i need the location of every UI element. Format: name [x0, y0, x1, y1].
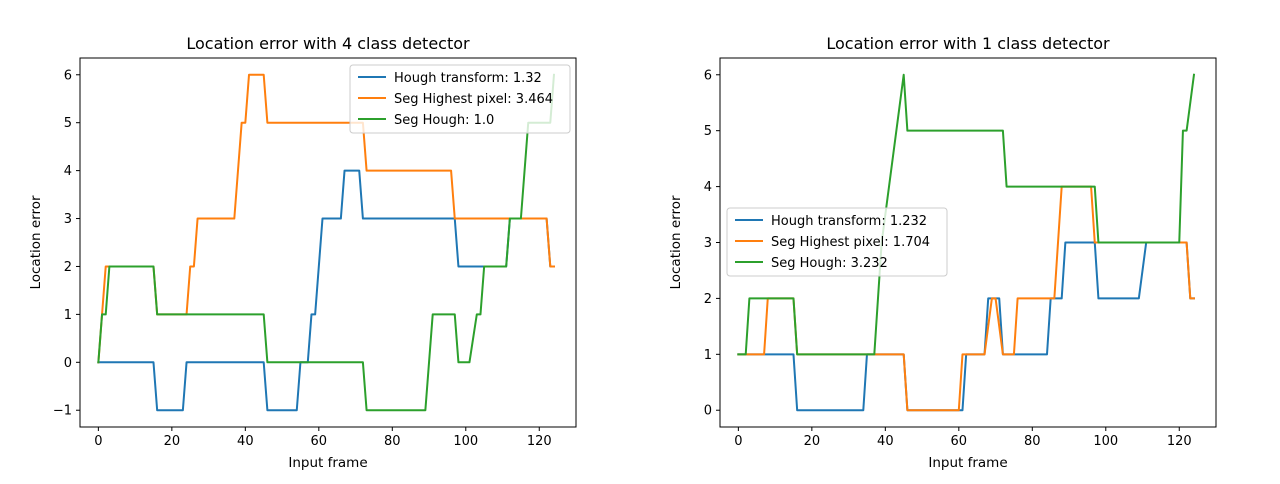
y-tick-label: −1: [53, 404, 72, 419]
series-group: [97, 73, 556, 412]
legend-box: [349, 64, 571, 134]
legend: Hough transform: 1.32 Seg Highest pixel: …: [349, 64, 571, 134]
legend-label-2: Seg Highest pixel: 1.704: [771, 235, 930, 250]
y-tick-label: 2: [64, 260, 72, 275]
x-tick-label: 40: [877, 434, 894, 449]
y-tick-label: 2: [704, 292, 712, 307]
y-axis-label: Location error: [28, 195, 44, 290]
x-tick-label: 20: [164, 434, 181, 449]
chart-panel-2: 0 20 40 60 80 100 120 0 1 2 3 4 5 6 Location error wit…: [668, 34, 1217, 471]
chart-title: Location error with 1 class detector: [826, 34, 1110, 53]
x-tick-label: 120: [1167, 434, 1192, 449]
x-tick-label: 0: [734, 434, 742, 449]
legend-label-3: Seg Hough: 1.0: [394, 113, 494, 128]
y-tick-label: 1: [704, 348, 712, 363]
x-tick-label: 120: [527, 434, 552, 449]
legend-label-2: Seg Highest pixel: 3.464: [394, 92, 553, 107]
series-line-3: [97, 73, 556, 412]
chart-panel-1: 0 20 40 60 80 100 120 −1 0 1 2 3 4 5 6 Location error w…: [28, 34, 577, 471]
x-tick-label: 80: [384, 434, 401, 449]
y-axis-label: Location error: [668, 195, 684, 290]
y-tick-label: 3: [704, 236, 712, 251]
y-tick-label: 5: [704, 124, 712, 139]
y-tick-label: 0: [64, 356, 72, 371]
legend-label-1: Hough transform: 1.32: [394, 71, 542, 86]
legend-box: [726, 207, 948, 277]
x-tick-label: 40: [237, 434, 254, 449]
series-line-1: [737, 241, 1195, 412]
y-tick-label: 4: [64, 164, 72, 179]
x-tick-label: 100: [1093, 434, 1118, 449]
y-tick-label: 1: [64, 308, 72, 323]
y-tick-label: 4: [704, 180, 712, 195]
y-tick-label: 6: [704, 68, 712, 83]
series-line-1: [97, 169, 555, 412]
y-tick-label: 6: [64, 68, 72, 83]
x-tick-label: 80: [1024, 434, 1041, 449]
legend-label-3: Seg Hough: 3.232: [771, 256, 888, 271]
legend-label-1: Hough transform: 1.232: [771, 214, 927, 229]
y-tick-label: 0: [704, 404, 712, 419]
x-tick-label: 20: [804, 434, 821, 449]
series-line-3: [737, 73, 1196, 356]
x-tick-label: 100: [453, 434, 478, 449]
x-axis-label: Input frame: [288, 455, 367, 471]
chart-title: Location error with 4 class detector: [186, 34, 470, 53]
y-tick-label: 3: [64, 212, 72, 227]
x-tick-label: 60: [951, 434, 968, 449]
series-group: [737, 73, 1196, 412]
plot-frame: [79, 57, 577, 428]
x-tick-label: 0: [94, 434, 102, 449]
x-tick-label: 60: [311, 434, 328, 449]
y-tick-label: 5: [64, 116, 72, 131]
legend: Hough transform: 1.232 Seg Highest pixel:…: [726, 207, 948, 277]
x-axis-label: Input frame: [928, 455, 1007, 471]
